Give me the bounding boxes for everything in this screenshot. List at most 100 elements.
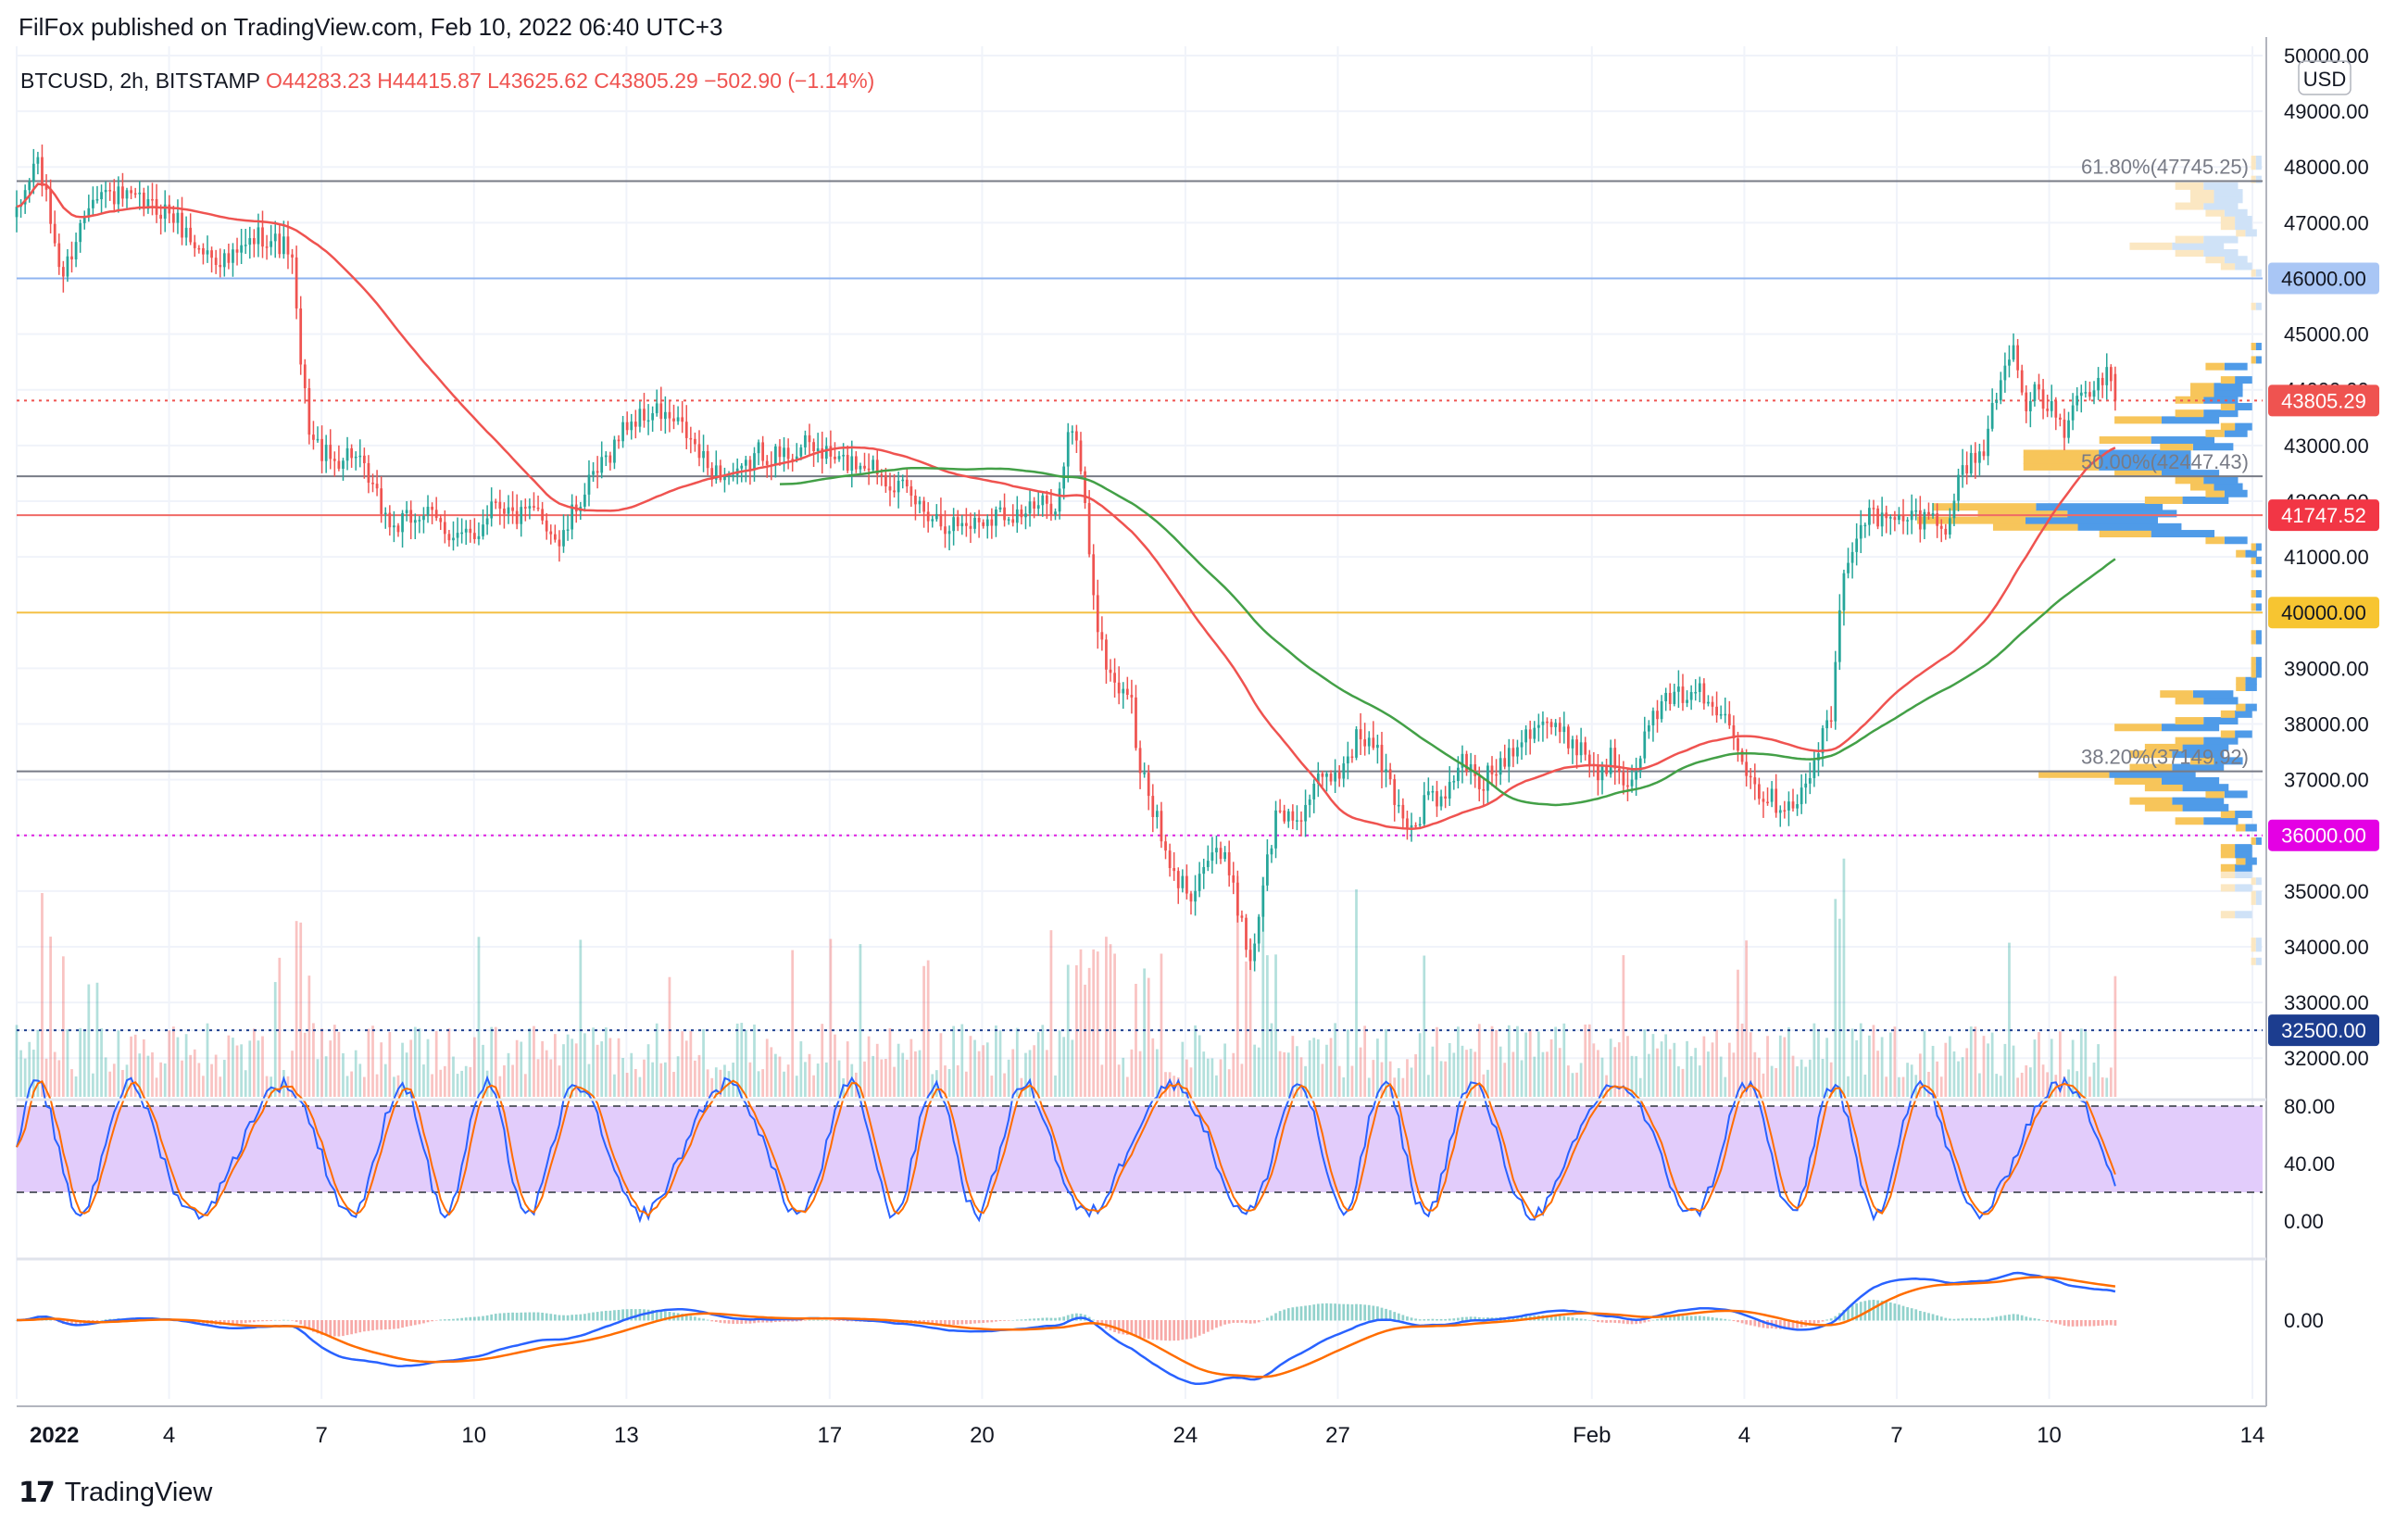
candle-body bbox=[867, 468, 871, 471]
candle-body bbox=[1385, 769, 1387, 773]
volume-bar bbox=[1393, 1077, 1397, 1097]
legend-part: H44415.87 bbox=[377, 69, 487, 93]
volume-bar bbox=[905, 1059, 909, 1097]
macd-hist-bar bbox=[1847, 1307, 1850, 1321]
profile-bar bbox=[2251, 556, 2256, 564]
price-tick-label: 33000.00 bbox=[2284, 991, 2369, 1014]
candle-body bbox=[1270, 848, 1273, 855]
candle-body bbox=[2067, 420, 2070, 438]
profile-bar bbox=[2190, 757, 2214, 765]
candle-body bbox=[520, 507, 523, 524]
candle-body bbox=[1837, 610, 1841, 662]
candle-body bbox=[189, 227, 193, 243]
candle-body bbox=[2033, 384, 2037, 401]
macd-hist-bar bbox=[443, 1319, 446, 1321]
candle-body bbox=[1465, 753, 1468, 772]
volume-bar bbox=[1584, 1024, 1587, 1097]
volume-bar bbox=[337, 1031, 341, 1097]
candle-body bbox=[761, 442, 765, 461]
volume-bar bbox=[469, 1066, 472, 1097]
volume-bar bbox=[2076, 1071, 2079, 1097]
candle-body bbox=[176, 212, 180, 223]
profile-bar bbox=[2220, 222, 2236, 231]
candle-body bbox=[2054, 401, 2058, 418]
candle-body bbox=[193, 242, 196, 248]
macd-hist-bar bbox=[1969, 1317, 1973, 1321]
macd-hist-bar bbox=[608, 1310, 612, 1321]
candle-body bbox=[1367, 737, 1371, 747]
candle-body bbox=[1770, 788, 1774, 802]
volume-bar bbox=[214, 1054, 218, 1097]
candle-body bbox=[252, 238, 256, 245]
profile-bar bbox=[2220, 811, 2236, 819]
macd-hist-bar bbox=[1066, 1315, 1070, 1321]
candle-body bbox=[1999, 380, 2002, 401]
volume-bar bbox=[151, 1051, 154, 1097]
profile-bar bbox=[2214, 757, 2243, 765]
volume-bar bbox=[863, 1061, 866, 1097]
macd-hist-bar bbox=[362, 1320, 366, 1332]
candle-body bbox=[571, 504, 574, 530]
macd-hist-bar bbox=[2113, 1320, 2117, 1326]
candle-body bbox=[1096, 595, 1099, 633]
volume-bar bbox=[1160, 953, 1163, 1097]
volume-bar bbox=[808, 1053, 811, 1097]
macd-hist-bar bbox=[1482, 1317, 1486, 1321]
profile-bar bbox=[2205, 362, 2225, 371]
tradingview-brand[interactable]: 17 TradingView bbox=[19, 1477, 212, 1509]
volume-bar bbox=[1939, 1076, 1943, 1097]
candle-body bbox=[273, 233, 277, 242]
volume-bar bbox=[1511, 1051, 1515, 1097]
volume-bar bbox=[1990, 1032, 1994, 1097]
candle-body bbox=[1829, 720, 1833, 723]
volume-bar bbox=[812, 1075, 815, 1097]
candle-body bbox=[1122, 688, 1125, 694]
candle-body bbox=[1041, 495, 1045, 506]
candle-body bbox=[1011, 519, 1015, 523]
macd-hist-bar bbox=[824, 1319, 828, 1321]
profile-bar bbox=[2161, 776, 2220, 785]
candle-body bbox=[583, 494, 586, 507]
candle-body bbox=[452, 537, 455, 541]
profile-bar bbox=[2236, 857, 2246, 865]
price-tick-label: 49000.00 bbox=[2284, 100, 2369, 123]
macd-hist-bar bbox=[931, 1320, 934, 1325]
moving-averages bbox=[16, 183, 2116, 830]
macd-hist-bar bbox=[553, 1314, 557, 1321]
candle-body bbox=[1978, 451, 1981, 463]
volume-bar bbox=[1092, 949, 1096, 1097]
volume-bar bbox=[1536, 1031, 1540, 1097]
candle-body bbox=[1715, 706, 1718, 716]
candle-body bbox=[1562, 726, 1566, 733]
candle-body bbox=[1439, 796, 1443, 807]
macd-hist-bar bbox=[252, 1320, 256, 1323]
candle-body bbox=[1240, 915, 1244, 918]
candle-body bbox=[1147, 773, 1150, 797]
profile-bar bbox=[2114, 416, 2162, 424]
volume-bar bbox=[1283, 1051, 1286, 1097]
fib-level-label: 50.00%(42447.43) bbox=[2081, 450, 2249, 473]
volume-bar bbox=[774, 1053, 777, 1097]
macd-hist-bar bbox=[689, 1315, 693, 1321]
candle-body bbox=[1227, 851, 1231, 875]
macd-hist-bar bbox=[1787, 1320, 1790, 1329]
price-tick-label: 45000.00 bbox=[2284, 323, 2369, 346]
macd-hist-bar bbox=[587, 1313, 591, 1321]
candle-body bbox=[1694, 691, 1698, 694]
volume-bar bbox=[443, 1065, 446, 1097]
volume-bar bbox=[765, 1038, 769, 1097]
candle-body bbox=[740, 465, 744, 469]
macd-hist-bar bbox=[1075, 1313, 1078, 1321]
candle-body bbox=[1194, 890, 1197, 902]
horizontal-levels[interactable] bbox=[17, 180, 2263, 1032]
macd-hist-bar bbox=[1143, 1320, 1147, 1339]
volume-bar bbox=[689, 1031, 693, 1097]
macd-hist-bar bbox=[1033, 1318, 1035, 1321]
volume-bar bbox=[1516, 1026, 1519, 1097]
volume-bar bbox=[1727, 1042, 1731, 1097]
volume-bar bbox=[761, 1069, 765, 1097]
candle-body bbox=[2076, 396, 2079, 406]
macd-hist-bar bbox=[1248, 1320, 1252, 1324]
volume-bar bbox=[1176, 1076, 1180, 1097]
